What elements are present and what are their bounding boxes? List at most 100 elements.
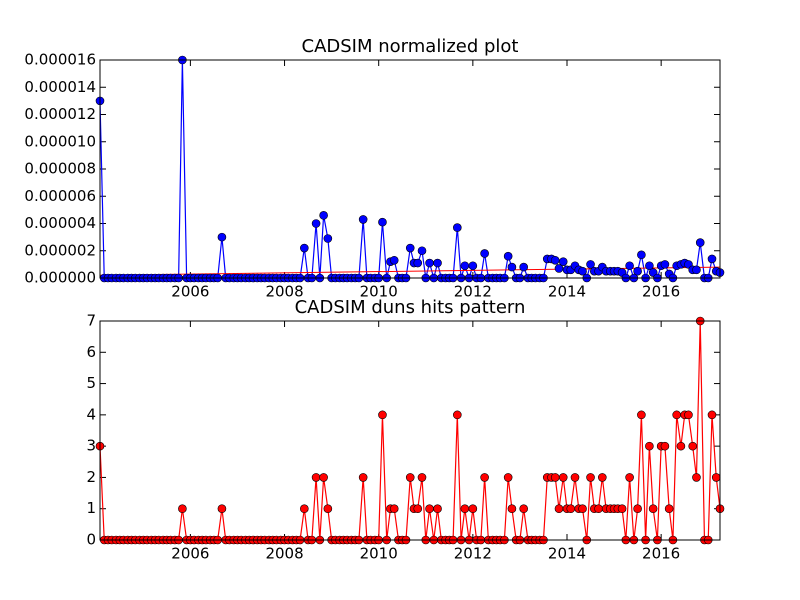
data-point bbox=[637, 250, 646, 260]
data-point bbox=[558, 473, 568, 482]
x-tick-label: 2014 bbox=[548, 545, 586, 563]
data-point bbox=[637, 410, 646, 420]
y-tick-label: 0.000002 bbox=[24, 241, 96, 259]
data-point bbox=[413, 504, 423, 514]
y-tick-label: 0.000010 bbox=[24, 132, 96, 150]
data-point bbox=[684, 410, 693, 420]
data-point bbox=[707, 410, 717, 420]
data-point bbox=[507, 504, 517, 514]
data-point bbox=[645, 261, 654, 271]
data-point bbox=[389, 504, 399, 514]
data-point bbox=[519, 262, 528, 272]
data-point bbox=[554, 504, 564, 514]
data-point bbox=[692, 473, 701, 482]
data-point bbox=[695, 238, 705, 247]
data-point bbox=[358, 215, 368, 224]
x-tick-label: 2010 bbox=[360, 545, 398, 563]
x-tick-label: 2006 bbox=[171, 283, 209, 301]
x-tick-label: 2014 bbox=[548, 283, 586, 301]
data-point bbox=[319, 211, 328, 220]
data-point bbox=[480, 473, 489, 482]
y-tick-label: 7 bbox=[86, 312, 96, 330]
data-point bbox=[692, 265, 701, 275]
data-point bbox=[433, 504, 442, 514]
data-point bbox=[460, 504, 470, 514]
data-point bbox=[519, 504, 528, 514]
data-point bbox=[617, 504, 627, 514]
data-point bbox=[586, 473, 595, 482]
data-point bbox=[645, 441, 654, 451]
data-point bbox=[578, 266, 587, 276]
data-point bbox=[688, 441, 697, 451]
data-point bbox=[323, 504, 333, 514]
data-point bbox=[468, 261, 478, 271]
data-point bbox=[405, 243, 415, 253]
y-tick-label: 0.000016 bbox=[24, 51, 96, 69]
data-point bbox=[664, 504, 674, 514]
data-point bbox=[405, 473, 415, 482]
data-point bbox=[480, 249, 489, 258]
data-point bbox=[633, 266, 642, 276]
data-point bbox=[633, 504, 642, 514]
data-point bbox=[586, 260, 595, 269]
data-point bbox=[425, 504, 434, 514]
data-point bbox=[217, 232, 227, 242]
data-point bbox=[178, 504, 187, 514]
axes-frame bbox=[99, 320, 721, 541]
data-point bbox=[378, 217, 387, 227]
data-point bbox=[460, 261, 470, 271]
data-point bbox=[389, 255, 399, 265]
x-tick-label: 2016 bbox=[642, 545, 680, 563]
data-point bbox=[566, 504, 576, 514]
data-point bbox=[648, 504, 658, 514]
chart-title: CADSIM normalized plot bbox=[302, 36, 519, 57]
data-point bbox=[453, 410, 462, 420]
data-point bbox=[598, 473, 607, 482]
data-point bbox=[358, 473, 368, 482]
data-point bbox=[217, 504, 227, 514]
x-tick-label: 2008 bbox=[265, 545, 303, 563]
y-tick-label: 0.000014 bbox=[24, 78, 96, 96]
data-point bbox=[672, 410, 681, 420]
data-point bbox=[425, 258, 434, 268]
y-tick-label: 0.000000 bbox=[24, 269, 96, 287]
y-tick-label: 2 bbox=[86, 468, 96, 486]
data-point bbox=[558, 257, 568, 266]
data-point bbox=[594, 504, 603, 514]
data-point bbox=[378, 410, 387, 420]
data-point bbox=[707, 254, 717, 264]
data-point bbox=[660, 441, 670, 451]
data-point bbox=[468, 504, 478, 514]
data-point bbox=[311, 219, 321, 228]
data-point bbox=[625, 261, 634, 271]
data-point bbox=[417, 473, 427, 482]
data-point bbox=[300, 504, 309, 514]
data-point bbox=[311, 473, 321, 482]
y-tick-label: 0.000006 bbox=[24, 187, 96, 205]
data-point bbox=[660, 260, 670, 269]
x-tick-label: 2012 bbox=[454, 545, 492, 563]
data-point bbox=[503, 251, 513, 261]
y-tick-label: 1 bbox=[86, 499, 96, 517]
data-point bbox=[503, 473, 513, 482]
data-point bbox=[570, 473, 580, 482]
data-point bbox=[550, 473, 560, 482]
x-tick-label: 2012 bbox=[454, 283, 492, 301]
data-point bbox=[550, 255, 560, 265]
y-tick-label: 0.000004 bbox=[24, 214, 96, 232]
data-point bbox=[417, 246, 427, 256]
x-tick-label: 2006 bbox=[171, 545, 209, 563]
y-tick-label: 0.000008 bbox=[24, 160, 96, 178]
x-tick-label: 2008 bbox=[265, 283, 303, 301]
data-point bbox=[413, 258, 423, 268]
data-point bbox=[433, 258, 442, 268]
axes-frame bbox=[99, 59, 721, 279]
data-point bbox=[711, 473, 721, 482]
data-point bbox=[453, 223, 462, 232]
x-tick-label: 2010 bbox=[360, 283, 398, 301]
y-tick-label: 0.000012 bbox=[24, 105, 96, 123]
y-tick-label: 3 bbox=[86, 437, 96, 455]
y-tick-label: 5 bbox=[86, 374, 96, 392]
chart-title: CADSIM duns hits pattern bbox=[295, 297, 526, 318]
data-point bbox=[319, 473, 328, 482]
